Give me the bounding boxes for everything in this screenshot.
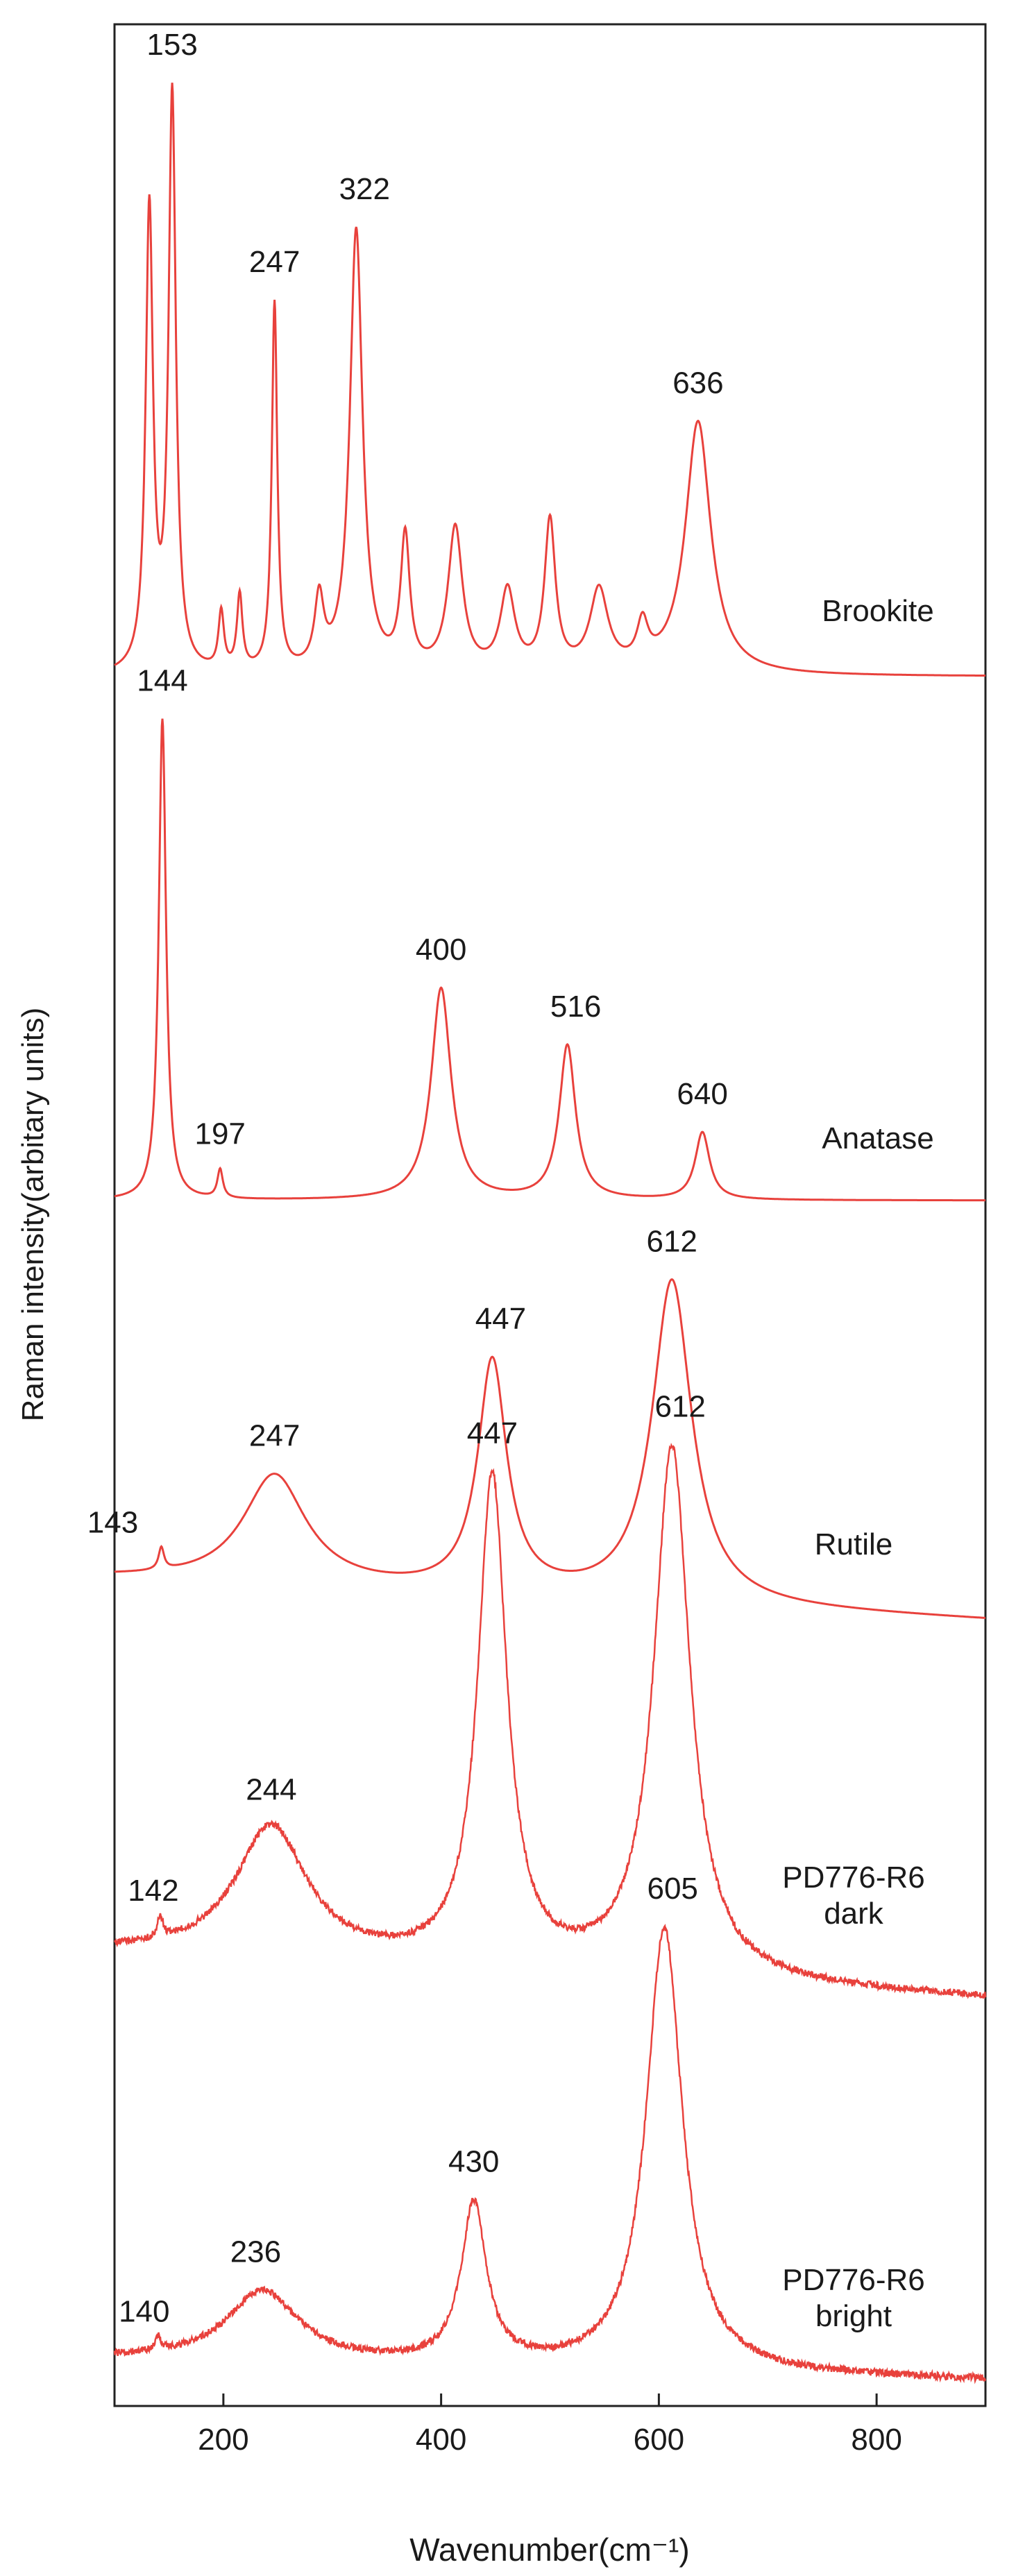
peak-label: 447 [467, 1416, 518, 1450]
spectrum-line [114, 718, 985, 1202]
spectrum-line [113, 1443, 987, 1999]
plot-frame [113, 23, 987, 2407]
peak-label: 400 [416, 933, 466, 967]
series-name-label: PD776-R6 bright [782, 2263, 924, 2333]
peak-label: 447 [475, 1302, 526, 1336]
peak-label: 516 [550, 990, 601, 1024]
x-tick-label: 600 [634, 2423, 684, 2457]
peak-label: 153 [146, 28, 197, 62]
peak-label: 247 [249, 245, 300, 279]
x-tick-label: 200 [198, 2423, 248, 2457]
y-axis-label: Raman intensity(arbitary units) [16, 1008, 50, 1422]
peak-label: 612 [646, 1225, 697, 1259]
spectrum-line [113, 1924, 987, 2384]
x-tick-label: 400 [416, 2423, 466, 2457]
x-axis-label: Wavenumber(cm⁻¹) [409, 2532, 689, 2568]
peak-label: 140 [119, 2294, 169, 2328]
peak-label: 142 [128, 1874, 178, 1908]
peak-label: 197 [194, 1117, 245, 1151]
peak-label: 640 [677, 1077, 727, 1111]
series-name-label: Brookite [822, 594, 933, 628]
peak-label: 244 [246, 1773, 296, 1807]
peak-label: 636 [672, 366, 723, 400]
peak-label: 612 [654, 1390, 705, 1424]
spectrum-line [114, 83, 985, 677]
spectrum-line [114, 1278, 985, 1619]
peak-label: 247 [249, 1419, 300, 1453]
peak-label: 144 [137, 664, 187, 698]
series-name-label: PD776-R6 dark [782, 1861, 924, 1931]
peak-label: 143 [87, 1505, 138, 1539]
series-name-label: Rutile [815, 1527, 893, 1561]
series-name-label: Anatase [822, 1121, 933, 1155]
peak-label: 430 [448, 2145, 499, 2179]
peak-label: 605 [647, 1872, 697, 1906]
x-tick-label: 800 [851, 2423, 901, 2457]
peak-label: 236 [230, 2235, 281, 2269]
peak-label: 322 [339, 172, 390, 206]
